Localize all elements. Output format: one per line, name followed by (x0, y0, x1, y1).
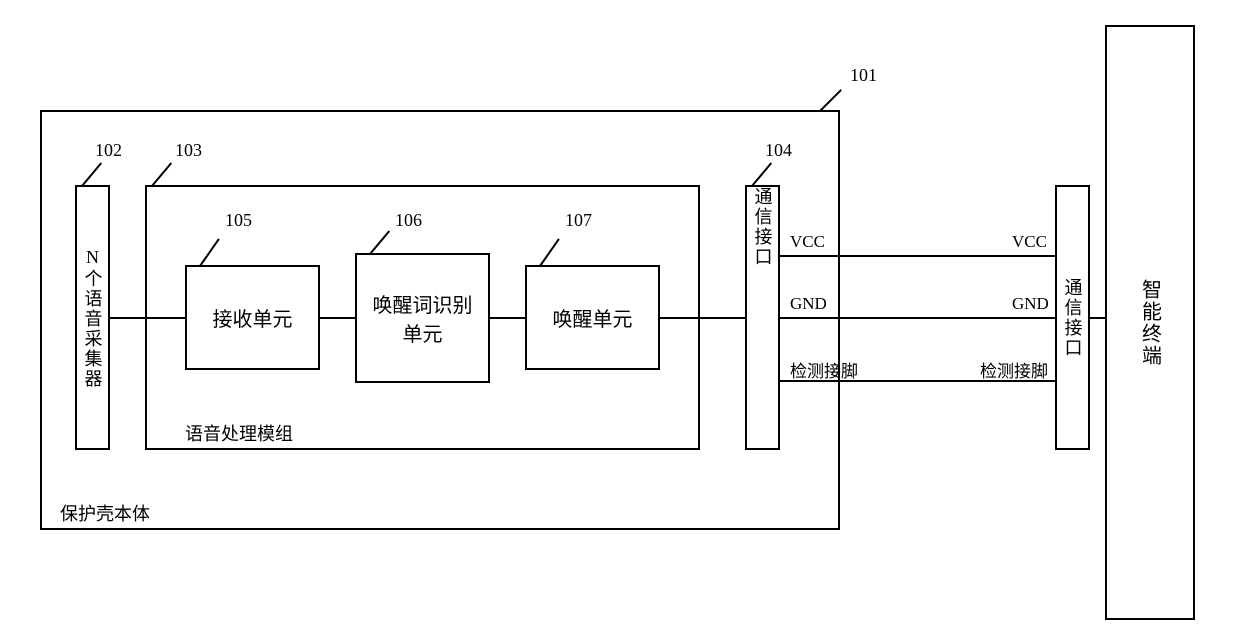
callout-102-text: 102 (95, 140, 122, 161)
callout-103-text: 103 (175, 140, 202, 161)
comm-left-label: 通信接口 (750, 187, 776, 448)
recv-unit-box: 接收单元 (185, 265, 320, 370)
conn-gnd (780, 317, 1055, 319)
conn-vcc (780, 255, 1055, 257)
detect-right-label: 检测接脚 (980, 357, 1048, 382)
callout-106-text: 106 (395, 210, 422, 231)
wakeword-unit-label2: 单元 (403, 318, 443, 347)
comm-right-box: 通信接口 (1055, 185, 1090, 450)
voice-module-label: 语音处理模组 (185, 420, 293, 446)
callout-107-text: 107 (565, 210, 592, 231)
conn-wake-to-comm (660, 317, 745, 319)
recv-unit-label: 接收单元 (213, 303, 293, 332)
voice-collector-label: N个语音采集器 (80, 247, 106, 389)
voice-collector-box: N个语音采集器 (75, 185, 110, 450)
wake-unit-label: 唤醒单元 (553, 303, 633, 332)
terminal-box: 智能终端 (1105, 25, 1195, 620)
comm-left-box: 通信接口 (745, 185, 780, 450)
wakeword-unit-label1: 唤醒词识别 (373, 289, 473, 318)
wakeword-unit-box: 唤醒词识别 单元 (355, 253, 490, 383)
comm-right-label: 通信接口 (1060, 278, 1086, 358)
vcc-right-label: VCC (1012, 232, 1047, 252)
gnd-left-label: GND (790, 294, 827, 314)
callout-105-text: 105 (225, 210, 252, 231)
conn-recv-to-wakeword (320, 317, 355, 319)
conn-collector-to-module (110, 317, 185, 319)
gnd-right-label: GND (1012, 294, 1049, 314)
wake-unit-box: 唤醒单元 (525, 265, 660, 370)
detect-left-label: 检测接脚 (790, 357, 858, 382)
outer-box-label: 保护壳本体 (60, 500, 150, 526)
conn-wakeword-to-wake (490, 317, 525, 319)
conn-commright-to-terminal (1090, 317, 1105, 319)
callout-104-text: 104 (765, 140, 792, 161)
callout-101-text: 101 (850, 65, 877, 86)
terminal-label: 智能终端 (1136, 279, 1165, 367)
vcc-left-label: VCC (790, 232, 825, 252)
